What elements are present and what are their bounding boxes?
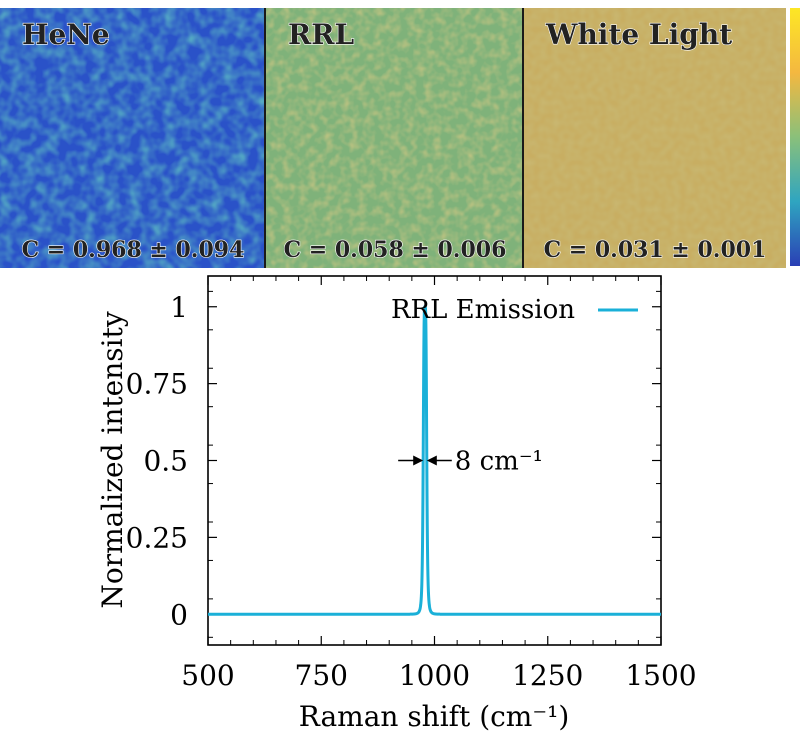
x-tick-label: 1500 <box>625 659 696 692</box>
y-tick-label: 0 <box>170 598 188 631</box>
fwhm-arrowhead-left <box>413 455 424 466</box>
x-tick-label: 1000 <box>399 659 470 692</box>
panel-title: RRL <box>288 18 355 51</box>
speckle-texture <box>266 8 524 268</box>
y-axis-label: Normalized intensity <box>96 311 129 608</box>
x-tick-label: 750 <box>295 659 348 692</box>
raman-spectrum-plot: 500 750 1000 1250 1500 0 0.25 0.5 0.75 1 8 cm⁻¹ R… <box>96 275 697 733</box>
y-tick-label: 0.75 <box>126 368 188 401</box>
fwhm-annotation: 8 cm⁻¹ <box>398 447 543 477</box>
y-tick-label: 0.25 <box>126 521 188 554</box>
legend-label: RRL Emission <box>391 295 575 325</box>
y-tick-label: 1 <box>170 291 188 324</box>
x-tick-label: 1250 <box>512 659 583 692</box>
speckle-panel-3: White Light C = 0.031 ± 0.001 <box>524 8 786 268</box>
legend: RRL Emission <box>391 295 638 325</box>
fwhm-arrowhead-right <box>426 455 437 466</box>
rrl-emission-line <box>208 305 661 616</box>
panel-title: HeNe <box>22 18 110 51</box>
x-tick-label: 500 <box>181 659 234 692</box>
fwhm-label: 8 cm⁻¹ <box>455 447 543 477</box>
contrast-value: C = 0.968 ± 0.094 <box>22 237 245 263</box>
panel-title: White Light <box>545 18 732 51</box>
y-tick-label: 0.5 <box>143 445 188 478</box>
speckle-texture <box>524 8 786 268</box>
contrast-value: C = 0.031 ± 0.001 <box>544 237 767 263</box>
speckle-panel-1: HeNe C = 0.968 ± 0.094 <box>0 8 266 268</box>
x-axis-label: Raman shift (cm⁻¹) <box>299 700 570 733</box>
contrast-value: C = 0.058 ± 0.006 <box>284 237 507 263</box>
speckle-panel-2: RRL C = 0.058 ± 0.006 <box>266 8 524 268</box>
colorbar <box>790 8 800 266</box>
speckle-texture <box>0 8 266 268</box>
speckle-image-panels: HeNe C = 0.968 ± 0.094 RRL C = 0.058 ± 0.00… <box>0 8 800 268</box>
